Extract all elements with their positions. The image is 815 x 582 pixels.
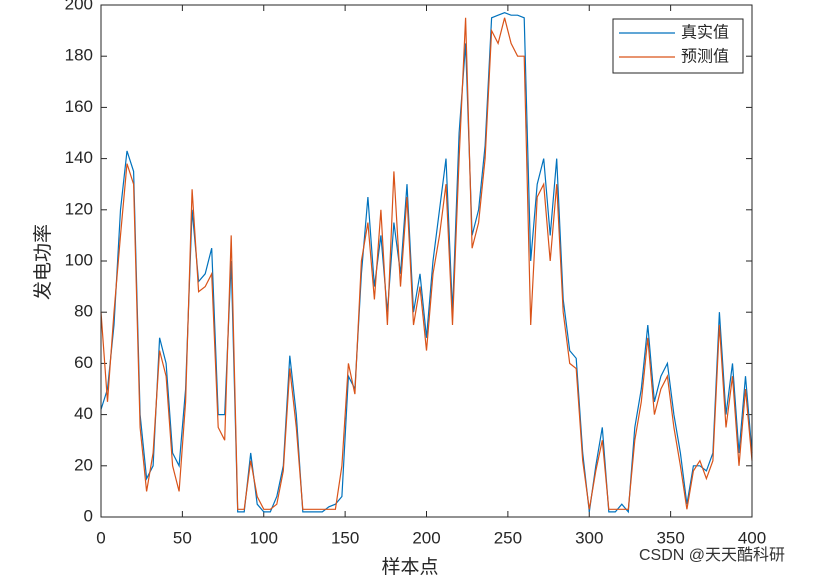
y-tick-label: 0: [84, 506, 93, 525]
watermark: CSDN @天天酷科研: [639, 546, 785, 564]
y-tick-label: 80: [74, 302, 93, 321]
y-tick-label: 140: [65, 148, 93, 167]
legend-box: [612, 18, 744, 74]
y-tick-label: 20: [74, 455, 93, 474]
x-tick-label: 150: [331, 528, 359, 547]
x-tick-label: 0: [96, 528, 105, 547]
y-tick-label: 180: [65, 46, 93, 65]
x-tick-label: 300: [575, 528, 603, 547]
x-tick-label: 50: [173, 528, 192, 547]
y-tick-label: 120: [65, 199, 93, 218]
legend-label: 真实值: [681, 23, 729, 42]
x-tick-label: 350: [656, 528, 684, 547]
y-tick-label: 100: [65, 250, 93, 269]
y-tick-label: 200: [65, 0, 93, 13]
x-axis-label: 样本点: [381, 556, 438, 577]
x-tick-label: 200: [412, 528, 440, 547]
series-line: [100, 12, 753, 514]
plot-area: [101, 5, 752, 517]
y-axis-label: 发电功率: [32, 224, 54, 300]
x-tick-label: 250: [494, 528, 522, 547]
series-line: [100, 17, 753, 510]
y-tick-label: 160: [65, 97, 93, 116]
x-tick-label: 400: [738, 528, 766, 547]
x-tick-label: 100: [250, 528, 278, 547]
y-tick-label: 40: [74, 404, 93, 423]
y-tick-label: 60: [74, 353, 93, 372]
legend-label: 预测值: [681, 47, 729, 66]
axes-box: [100, 4, 753, 518]
